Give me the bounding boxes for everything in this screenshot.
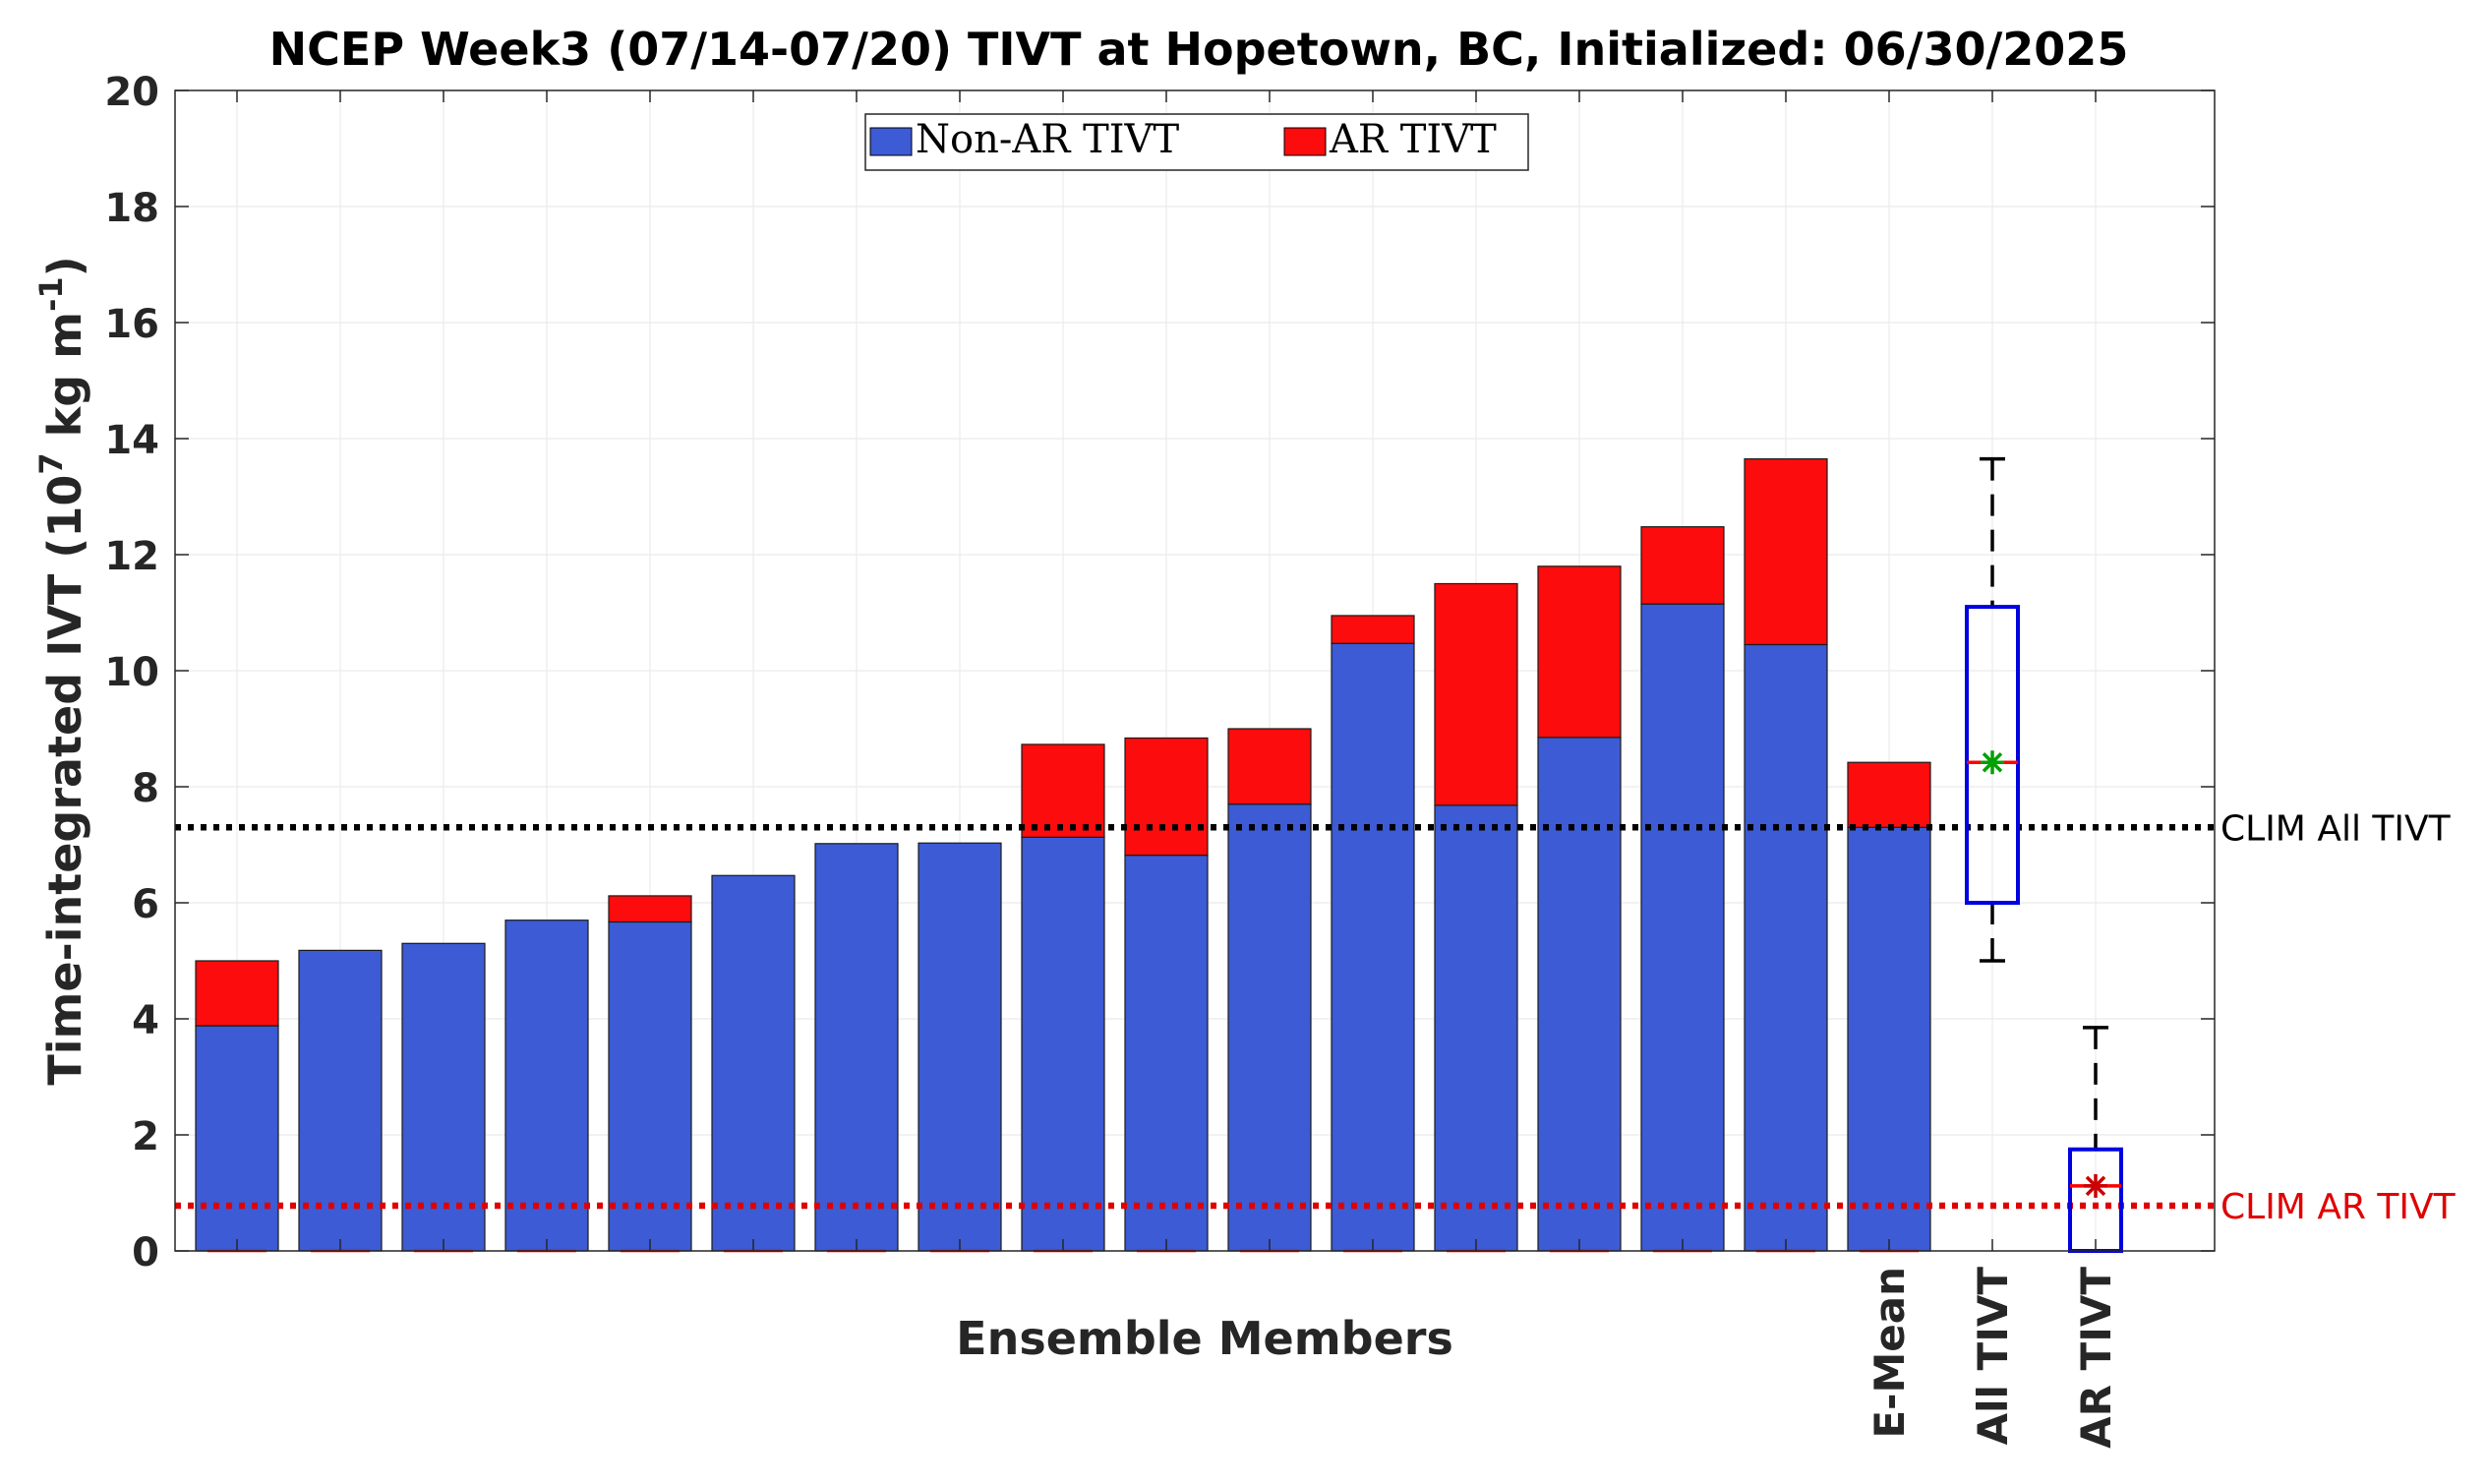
bar-non-ar [1744, 643, 1828, 1252]
bar-ar [608, 895, 692, 923]
bar-ar [1434, 582, 1518, 806]
bar-non-ar [401, 942, 486, 1252]
bar-non-ar [504, 920, 589, 1252]
bar-ar [1744, 458, 1828, 646]
bar-ar [1227, 728, 1312, 805]
y-axis-label-end: ) [38, 256, 91, 276]
bar-non-ar [1847, 826, 1931, 1252]
legend-label-non-ar: Non-AR TIVT [916, 117, 1179, 162]
x-category-label: E-Mean [1865, 1267, 1914, 1439]
bar-non-ar [1124, 855, 1209, 1252]
x-category-label: All TIVT [1969, 1267, 2017, 1446]
bar-non-ar [711, 874, 796, 1252]
legend-label-ar: AR TIVT [1329, 117, 1497, 162]
bar-non-ar [1021, 836, 1105, 1252]
box [1965, 605, 2020, 905]
bar-ar [1331, 615, 1415, 644]
bar-ar [1021, 743, 1105, 838]
chart-title: NCEP Week3 (07/14-07/20) TIVT at Hopetow… [269, 23, 2129, 76]
y-tick-label: 2 [132, 1114, 159, 1159]
bar-ar [1537, 565, 1622, 739]
bar-non-ar [814, 843, 899, 1252]
y-axis-label-middle: kg m [38, 312, 91, 452]
y-axis: 0 2 4 6 8 10 12 14 16 18 20 [104, 70, 2215, 1276]
bar-non-ar [298, 949, 383, 1252]
bar-non-ar [1640, 603, 1725, 1252]
boxplots [1965, 456, 2123, 1253]
y-tick-label: 8 [132, 766, 159, 811]
bar-non-ar [1434, 804, 1518, 1252]
mean-marker-d2 [2085, 1175, 2106, 1197]
bar-non-ar [1227, 803, 1312, 1252]
reference-line-label: CLIM AR TIVT [2221, 1187, 2457, 1227]
legend-box [864, 113, 1529, 171]
mean-marker [2084, 1173, 2107, 1198]
y-tick-label: 4 [132, 998, 159, 1043]
x-category-label: AR TIVT [2072, 1267, 2120, 1449]
y-axis-label-base: Time-integrated IVT (10 [38, 475, 91, 1086]
bar-ar [1124, 737, 1209, 857]
legend: Non-AR TIVT AR TIVT [864, 113, 1529, 171]
bar-ar [1640, 526, 1725, 605]
x-category-labels: E-Mean All TIVT AR TIVT [1865, 1267, 2120, 1449]
legend-swatch-non-ar [869, 127, 913, 156]
mean-marker-d2 [1982, 751, 2003, 773]
y-tick-label: 14 [104, 418, 159, 463]
y-tick-label: 10 [104, 650, 159, 695]
y-tick-label: 18 [104, 186, 159, 231]
bar-non-ar [1331, 642, 1415, 1252]
mean-marker [1981, 750, 2004, 775]
reference-line-label: CLIM All TIVT [2221, 808, 2452, 849]
y-axis-label-exp2: -1 [32, 276, 70, 312]
bar-non-ar [1537, 737, 1622, 1252]
bar-non-ar [195, 1025, 279, 1252]
y-tick-label: 12 [104, 534, 159, 579]
y-axis-label: Time-integrated IVT (107 kg m-1) [32, 256, 91, 1085]
reference-lines: CLIM All TIVT CLIM AR TIVT [175, 808, 2457, 1227]
y-tick-label: 20 [104, 70, 159, 115]
x-axis-label: Ensemble Members [956, 1312, 1453, 1365]
legend-swatch-ar [1283, 127, 1327, 156]
bar-ar [195, 960, 279, 1027]
bar-non-ar [608, 920, 692, 1252]
bar-ar [1847, 761, 1931, 828]
bars [195, 458, 1931, 1253]
y-tick-label: 0 [132, 1230, 159, 1276]
y-tick-label: 6 [132, 882, 159, 927]
bar-non-ar [918, 842, 1002, 1252]
y-tick-label: 16 [104, 302, 159, 347]
y-axis-label-exp1: 7 [32, 452, 70, 474]
